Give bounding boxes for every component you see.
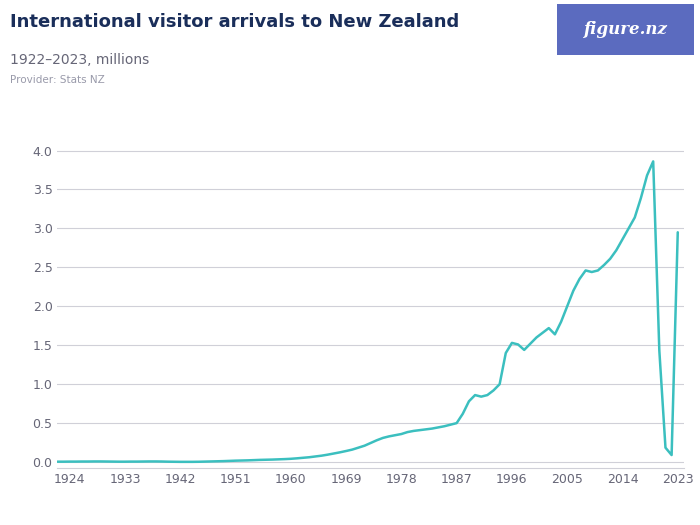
Text: Provider: Stats NZ: Provider: Stats NZ	[10, 75, 105, 85]
Text: International visitor arrivals to New Zealand: International visitor arrivals to New Ze…	[10, 13, 460, 31]
Text: 1922–2023, millions: 1922–2023, millions	[10, 52, 150, 67]
Text: figure.nz: figure.nz	[584, 21, 668, 38]
